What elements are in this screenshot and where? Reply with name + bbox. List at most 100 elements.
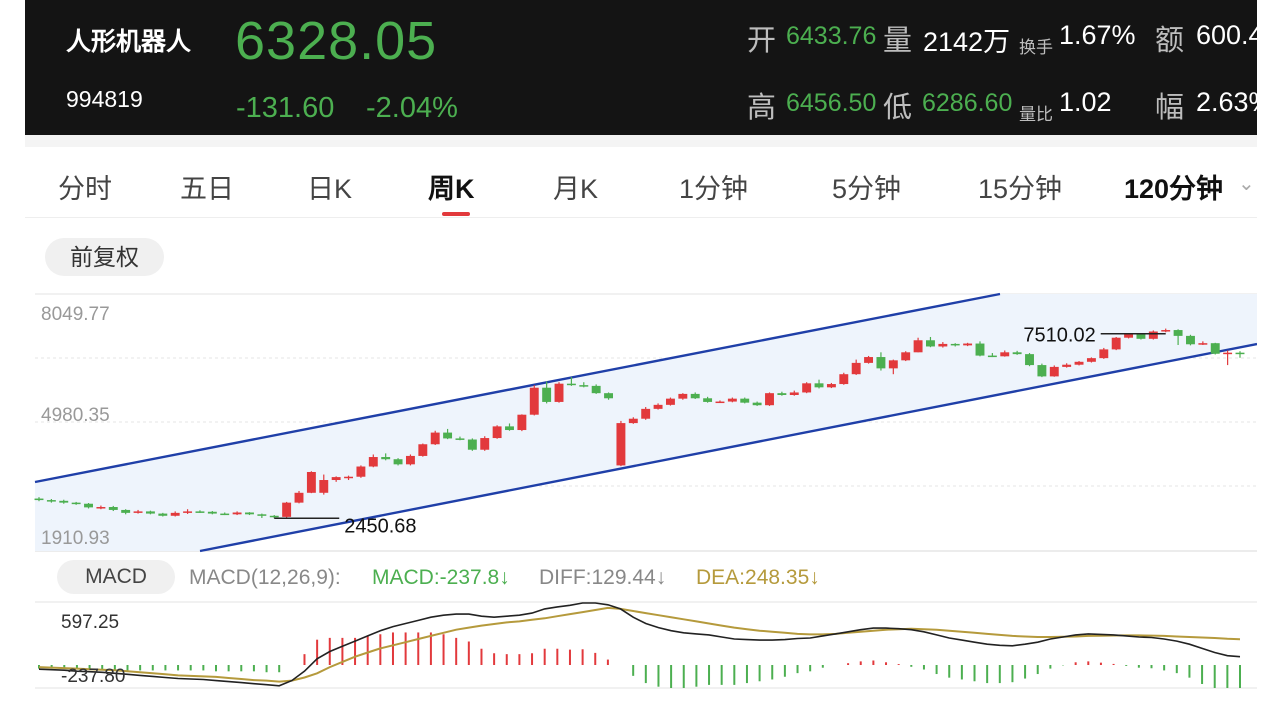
candle-body xyxy=(170,512,180,516)
candle-body xyxy=(467,439,477,450)
candle xyxy=(715,400,725,404)
candle-body xyxy=(393,459,403,465)
candle-body xyxy=(1210,343,1220,354)
candle xyxy=(245,512,254,516)
candle xyxy=(1000,350,1010,357)
candle xyxy=(418,443,428,457)
candle xyxy=(665,397,675,406)
candle-body xyxy=(703,398,713,402)
candle-body xyxy=(950,343,960,346)
candle-body xyxy=(344,476,353,479)
candle-body xyxy=(84,503,93,508)
tab-1-minute[interactable]: 1分钟 xyxy=(679,174,749,204)
open-value: 6433.76 xyxy=(786,22,877,50)
candle xyxy=(777,391,787,396)
macd-indicator-button[interactable]: MACD xyxy=(57,560,175,594)
tab-monthly-k[interactable]: 月K xyxy=(553,174,599,204)
candle-body xyxy=(220,513,230,516)
channel-lower-line xyxy=(199,342,1257,553)
active-tab-indicator xyxy=(442,212,470,216)
candle xyxy=(257,513,267,518)
candle-body xyxy=(975,343,985,356)
candle-body xyxy=(963,343,973,346)
tab-five-day[interactable]: 五日 xyxy=(180,174,234,204)
macd-axis-tick: 597.25 xyxy=(61,612,119,633)
candle xyxy=(641,407,651,420)
candle-body xyxy=(765,393,774,406)
candle-body xyxy=(715,401,725,404)
candle xyxy=(1186,334,1195,346)
candle xyxy=(108,505,118,512)
candle-body xyxy=(34,498,44,501)
candle-body xyxy=(517,414,527,431)
price-axis-tick: 8049.77 xyxy=(41,304,110,325)
candle xyxy=(71,501,81,505)
tab-5-minute[interactable]: 5分钟 xyxy=(832,174,902,204)
candle-body xyxy=(257,514,267,516)
candle xyxy=(529,385,539,416)
candle xyxy=(826,382,836,389)
tab-daily-k[interactable]: 日K xyxy=(307,174,353,204)
candle-body xyxy=(1136,334,1146,339)
candle-body xyxy=(133,511,143,513)
candle-body xyxy=(505,426,514,431)
candle-body xyxy=(108,507,118,510)
adjust-button[interactable]: 前复权 xyxy=(45,238,164,276)
candle-body xyxy=(1062,364,1072,367)
tab-120-minute[interactable]: 120分钟 xyxy=(1124,174,1224,204)
candle xyxy=(1049,365,1059,377)
candle-body xyxy=(294,492,304,503)
candle-body xyxy=(1099,349,1109,359)
candle-body xyxy=(1186,335,1195,345)
candle-body xyxy=(96,507,106,509)
candle-body xyxy=(641,408,651,419)
candle xyxy=(405,454,415,466)
candle xyxy=(1025,353,1034,367)
high-label: 高 xyxy=(747,92,777,124)
candle xyxy=(1086,357,1096,363)
candle-body xyxy=(1124,334,1134,338)
candle xyxy=(987,353,997,358)
candle-body xyxy=(554,383,564,402)
tab-intraday[interactable]: 分时 xyxy=(58,174,112,204)
candle xyxy=(96,505,106,510)
candle-body xyxy=(158,513,168,516)
dea-value: DEA:248.35↓ xyxy=(696,566,820,589)
candle xyxy=(604,392,614,400)
candle-body xyxy=(1086,358,1096,362)
open-label: 开 xyxy=(747,25,777,57)
diff-value: DIFF:129.44↓ xyxy=(539,566,667,589)
candle-body xyxy=(591,385,601,394)
candle xyxy=(1235,351,1245,358)
candle-body xyxy=(888,360,898,369)
candle-body xyxy=(306,471,316,493)
candle xyxy=(901,351,911,362)
tab-weekly-k[interactable]: 周K xyxy=(428,174,475,204)
candle-body xyxy=(740,398,750,403)
stock-code: 994819 xyxy=(66,86,143,112)
candle-body xyxy=(319,480,329,493)
turnover-value: 1.67% xyxy=(1059,20,1136,50)
candle-body xyxy=(802,383,812,393)
candle xyxy=(443,428,453,440)
candle xyxy=(158,512,168,517)
candle-body xyxy=(331,477,341,481)
low-marker-label: 2450.68 xyxy=(344,515,416,537)
high-marker-label: 7510.02 xyxy=(1023,325,1095,347)
candle-body xyxy=(368,457,378,467)
tab-15-minute[interactable]: 15分钟 xyxy=(978,174,1063,204)
amplitude-value: 2.63% xyxy=(1196,87,1257,117)
chevron-down-icon[interactable]: ⌄ xyxy=(1238,173,1255,195)
candle-body xyxy=(864,357,874,363)
candle-body xyxy=(1235,352,1245,355)
candle-body xyxy=(777,393,787,395)
candle xyxy=(319,474,329,495)
candle xyxy=(802,382,812,394)
price-axis-tick: 1910.93 xyxy=(41,528,110,549)
candle xyxy=(888,359,898,375)
candle xyxy=(121,509,131,515)
candle xyxy=(145,510,155,515)
price-change: -131.60 xyxy=(236,92,335,124)
candle-body xyxy=(653,404,663,409)
candle xyxy=(554,382,564,403)
